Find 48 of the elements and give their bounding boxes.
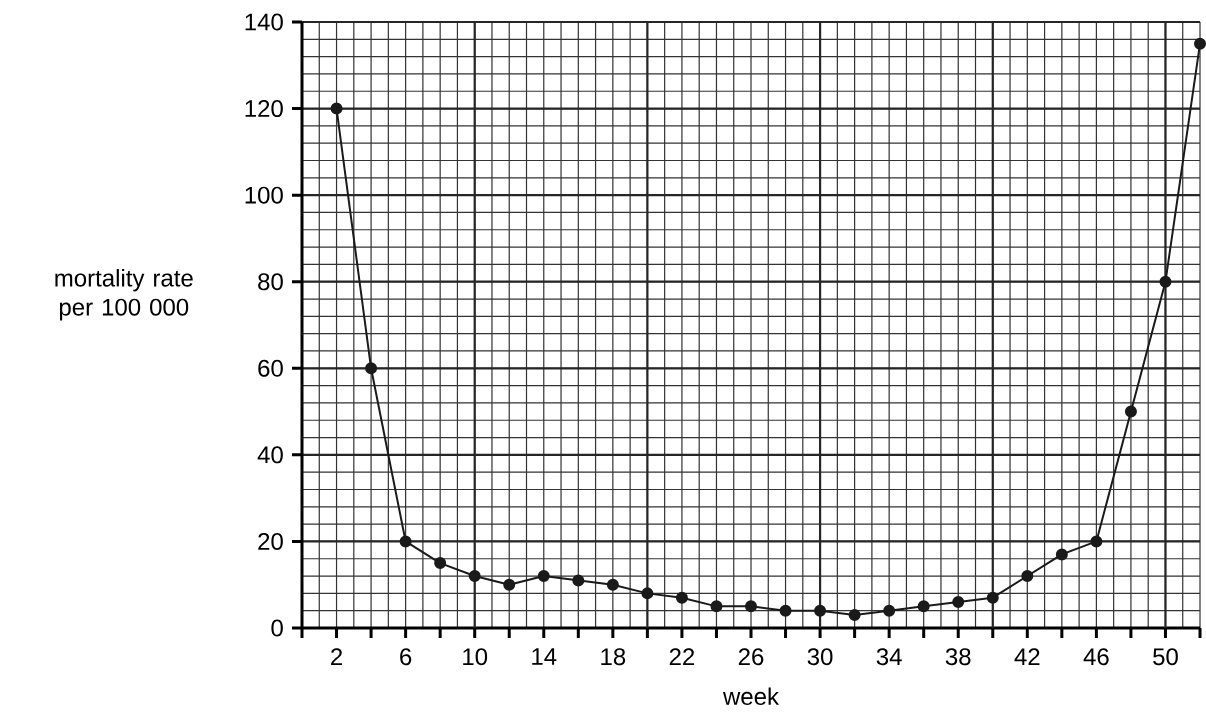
point bbox=[814, 604, 827, 617]
point bbox=[675, 591, 688, 604]
point bbox=[952, 596, 965, 609]
y-tick-label: 20 bbox=[258, 532, 283, 550]
point bbox=[434, 557, 447, 570]
y-tick-label: 120 bbox=[245, 100, 283, 118]
y-tick-label: 80 bbox=[258, 273, 283, 291]
point bbox=[745, 600, 758, 613]
x-tick-label: 30 bbox=[807, 648, 833, 666]
y-tick-label: 140 bbox=[245, 13, 283, 31]
point bbox=[641, 587, 654, 600]
y-tick-label: 60 bbox=[258, 359, 283, 377]
point bbox=[399, 535, 412, 548]
point bbox=[1124, 405, 1137, 418]
point bbox=[779, 604, 792, 617]
point bbox=[1159, 275, 1172, 288]
point bbox=[710, 600, 723, 613]
x-tick-label: 46 bbox=[1083, 648, 1109, 666]
point bbox=[986, 591, 999, 604]
point bbox=[1021, 570, 1034, 583]
point bbox=[365, 362, 378, 375]
point bbox=[468, 570, 481, 583]
x-tick-label: 22 bbox=[669, 648, 695, 665]
point bbox=[917, 600, 930, 613]
y-tick-label: 0 bbox=[271, 619, 283, 637]
y-tick-label: 100 bbox=[245, 186, 283, 204]
x-tick-label: 26 bbox=[738, 648, 764, 666]
point bbox=[883, 604, 896, 617]
y-axis-title: mortality rate per 100 000 bbox=[55, 269, 193, 321]
point bbox=[537, 570, 550, 583]
point bbox=[1090, 535, 1103, 548]
point bbox=[1055, 548, 1068, 561]
x-tick-label: 2 bbox=[331, 648, 343, 665]
point bbox=[572, 574, 585, 587]
point bbox=[848, 609, 861, 622]
x-tick-label: 18 bbox=[601, 648, 626, 666]
y-tick-label: 40 bbox=[257, 446, 283, 464]
x-tick-label: 14 bbox=[532, 648, 557, 665]
x-tick-label: 34 bbox=[876, 648, 902, 666]
point bbox=[330, 102, 343, 115]
point bbox=[503, 578, 516, 591]
x-tick-label: 42 bbox=[1014, 648, 1040, 665]
x-tick-label: 38 bbox=[945, 648, 971, 666]
x-tick-label: 50 bbox=[1153, 648, 1178, 666]
x-tick-label: 10 bbox=[463, 648, 488, 666]
x-axis-title: week bbox=[722, 687, 780, 706]
point bbox=[606, 578, 619, 591]
x-tick-label: 6 bbox=[400, 648, 412, 666]
